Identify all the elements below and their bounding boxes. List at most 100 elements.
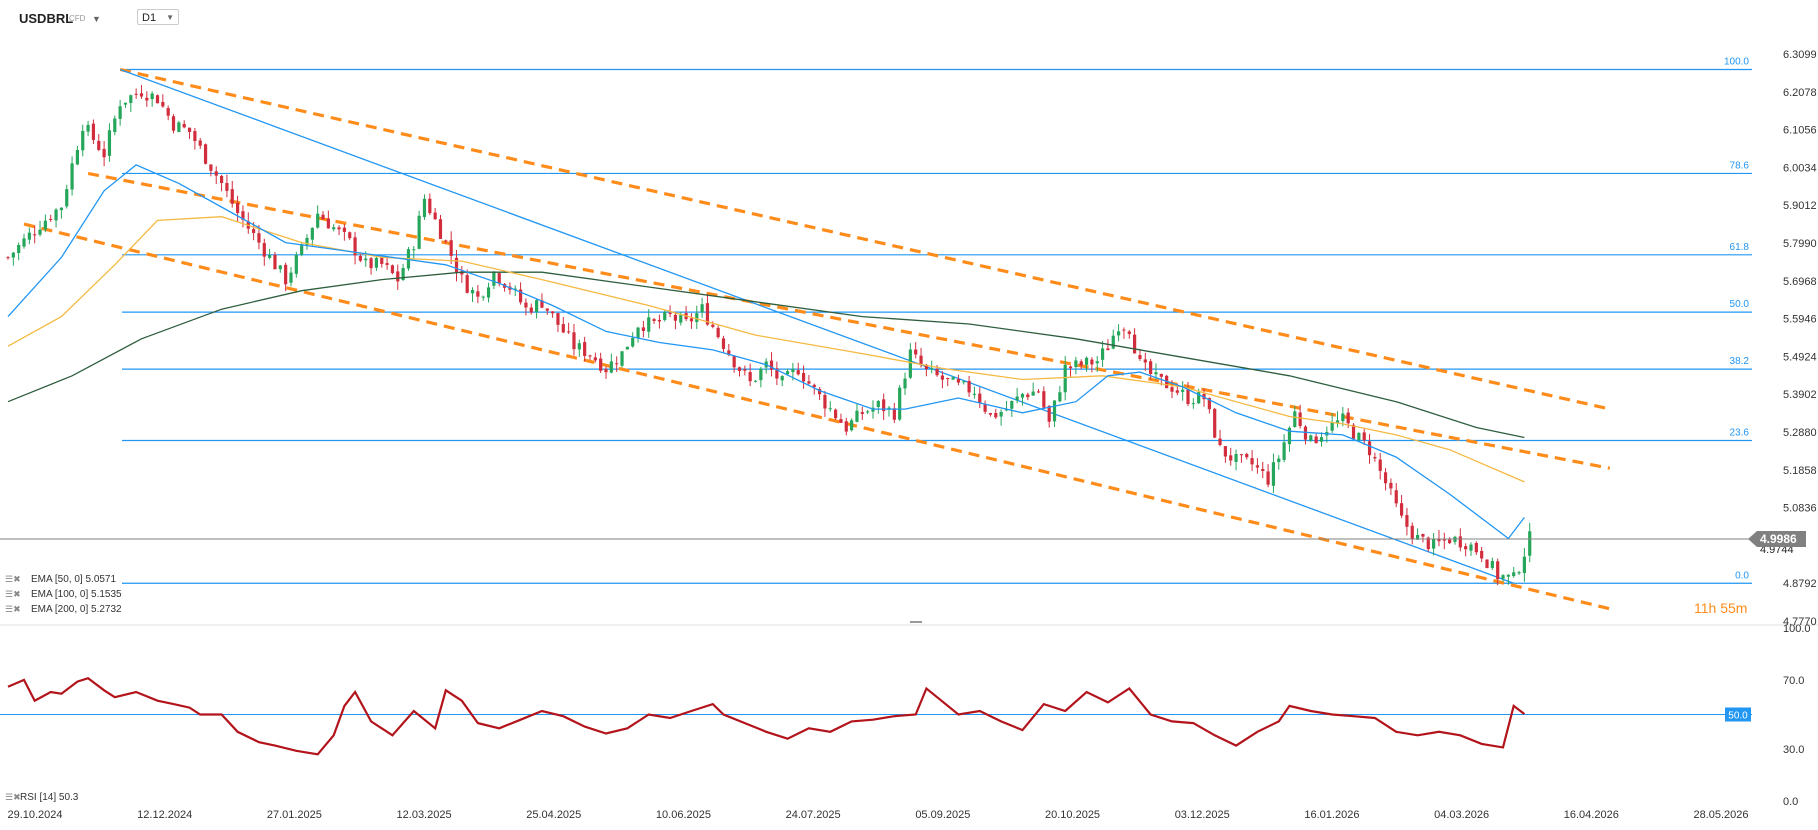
date-axis-label: 05.09.2025 bbox=[915, 809, 970, 821]
candle-body bbox=[278, 265, 282, 270]
candle-body bbox=[882, 399, 886, 412]
diagonal-trendline bbox=[119, 68, 1514, 584]
countdown-timer: 11h 55m bbox=[1694, 600, 1747, 616]
date-axis-label: 12.03.2025 bbox=[397, 809, 452, 821]
candle-body bbox=[1068, 366, 1073, 369]
candle-body bbox=[97, 140, 101, 150]
symbol-dropdown-icon[interactable]: ▼ bbox=[92, 14, 101, 24]
candle-body bbox=[716, 327, 720, 338]
candle-body bbox=[1506, 574, 1510, 577]
date-axis-label: 27.01.2025 bbox=[267, 809, 322, 821]
candle-body bbox=[668, 312, 672, 315]
candle-body bbox=[743, 369, 747, 371]
candle-body bbox=[235, 203, 240, 214]
candle-body bbox=[711, 324, 715, 327]
candle-body bbox=[1474, 542, 1478, 553]
candle-body bbox=[27, 232, 31, 240]
candle-body bbox=[433, 212, 437, 220]
candle-body bbox=[903, 378, 907, 389]
candle-body bbox=[198, 140, 202, 146]
candle-body bbox=[1389, 482, 1393, 489]
candle-body bbox=[300, 244, 304, 255]
ema100-line bbox=[7, 216, 1525, 483]
timeframe-select[interactable]: D1 ▼ bbox=[137, 9, 179, 25]
candle-body bbox=[1442, 539, 1446, 541]
ema50-line bbox=[7, 164, 1525, 540]
candle-body bbox=[177, 122, 181, 133]
candle-body bbox=[219, 175, 224, 184]
channel-trendline bbox=[119, 67, 1611, 411]
candle-body bbox=[6, 257, 10, 259]
candle-body bbox=[604, 369, 608, 373]
candle-body bbox=[796, 370, 800, 375]
candle-body bbox=[294, 254, 298, 274]
candle-body bbox=[262, 243, 266, 257]
price-axis-label: 6.1056 bbox=[1783, 125, 1817, 137]
candle-body bbox=[780, 376, 784, 381]
ema200-line bbox=[7, 271, 1525, 439]
candle-body bbox=[1330, 422, 1334, 431]
candle-body bbox=[876, 400, 880, 407]
candle-body bbox=[107, 130, 112, 156]
top-toolbar: USDBRL CFD ▼ D1 ▼ bbox=[0, 0, 1818, 34]
candle-body bbox=[1261, 468, 1265, 471]
candle-body bbox=[1133, 334, 1137, 354]
rsi-axis-label: 70.0 bbox=[1783, 675, 1804, 687]
candle-body bbox=[1186, 388, 1190, 405]
symbol-name[interactable]: USDBRL bbox=[19, 11, 74, 26]
candle-body bbox=[625, 346, 629, 350]
candle-body bbox=[1485, 559, 1489, 568]
candle-body bbox=[230, 189, 234, 204]
indicator-settings-icon: ☰✖ bbox=[5, 589, 21, 599]
candle-body bbox=[11, 252, 15, 258]
candle-body bbox=[1026, 394, 1030, 398]
candle-body bbox=[534, 300, 539, 312]
candle-body bbox=[492, 271, 496, 286]
candle-body bbox=[460, 271, 464, 275]
candle-body bbox=[972, 393, 977, 395]
date-axis-label: 04.03.2026 bbox=[1434, 809, 1489, 821]
candle-body bbox=[1213, 408, 1217, 438]
candle-body bbox=[801, 373, 806, 382]
candle-body bbox=[380, 257, 384, 264]
candle-body bbox=[1432, 538, 1436, 549]
price-axis-label: 6.3099 bbox=[1783, 49, 1817, 61]
rsi-legend-label: RSI [14] 50.3 bbox=[20, 792, 79, 803]
candle-body bbox=[1197, 392, 1201, 404]
candle-body bbox=[134, 93, 138, 95]
candle-body bbox=[775, 368, 779, 379]
candle-body bbox=[1170, 387, 1174, 392]
candle-body bbox=[689, 318, 694, 322]
candle-body bbox=[1399, 503, 1404, 516]
fib-level-label: 61.8 bbox=[1730, 242, 1750, 253]
price-axis-label: 5.5946 bbox=[1783, 314, 1817, 326]
channel-trendline bbox=[23, 222, 1611, 611]
candle-body bbox=[1277, 458, 1281, 463]
candle-body bbox=[641, 327, 645, 331]
fib-level-label: 38.2 bbox=[1730, 356, 1750, 367]
candle-body bbox=[812, 384, 816, 388]
candle-body bbox=[438, 219, 443, 239]
candle-body bbox=[1287, 427, 1292, 445]
candle-body bbox=[113, 118, 117, 133]
candle-body bbox=[652, 319, 656, 321]
candle-body bbox=[1116, 331, 1121, 336]
price-axis-label: 5.7990 bbox=[1783, 238, 1817, 250]
rsi-axis-label: 100.0 bbox=[1783, 623, 1811, 635]
candle-body bbox=[1234, 453, 1238, 462]
candle-body bbox=[422, 198, 427, 218]
candle-body bbox=[572, 332, 576, 350]
date-axis-label: 12.12.2024 bbox=[137, 809, 192, 821]
candle-body bbox=[615, 363, 619, 365]
candle-body bbox=[139, 93, 144, 97]
candle-body bbox=[1079, 361, 1083, 366]
candle-body bbox=[1218, 438, 1222, 446]
candle-body bbox=[946, 378, 950, 380]
candle-body bbox=[65, 189, 69, 207]
candle-body bbox=[284, 264, 288, 285]
candle-body bbox=[1207, 398, 1211, 410]
candle-body bbox=[860, 412, 864, 414]
candle-body bbox=[155, 95, 160, 104]
candle-body bbox=[930, 368, 934, 370]
